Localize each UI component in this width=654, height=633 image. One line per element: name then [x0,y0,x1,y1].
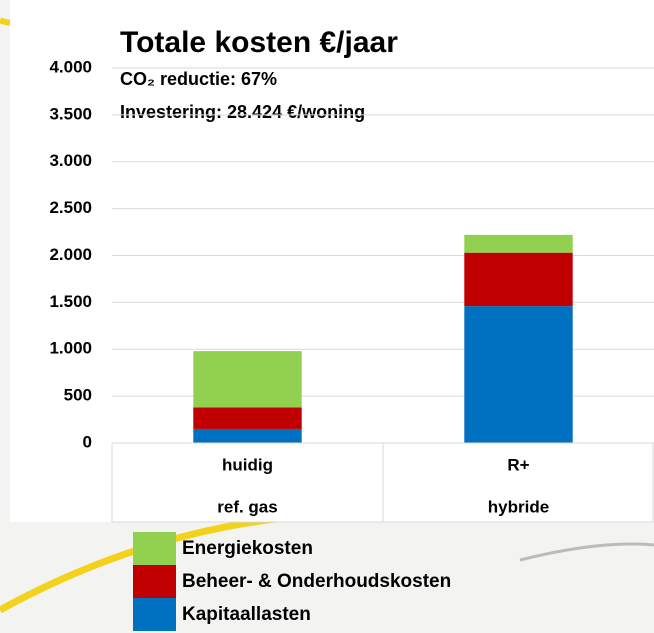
x-subcategory-label: ref. gas [217,497,277,516]
bar-segment [464,234,573,253]
bar-segment [464,252,573,307]
y-tick-label: 1.000 [49,339,92,358]
y-tick-label: 3.500 [49,104,92,123]
bar-segment [193,351,302,408]
bar-segment [193,407,302,429]
x-tick-label: huidig [222,455,273,474]
legend-swatch [133,565,176,598]
legend-label: Energiekosten [182,538,313,559]
y-tick-label: 2.500 [49,198,92,217]
x-tick-label: R+ [507,455,529,474]
legend-swatch [133,598,176,631]
y-tick-label: 1.500 [49,292,92,311]
y-tick-label: 3.000 [49,151,92,170]
bar-segment [193,428,302,443]
legend-label: Kapitaallasten [182,604,311,625]
marks [193,234,573,443]
y-tick-label: 2.000 [49,245,92,264]
y-tick-label: 4.000 [49,57,92,76]
subtitle: CO₂ reductie: 67% [120,69,277,89]
legend-swatch [133,532,176,565]
x-subcategory-label: hybride [488,497,549,516]
chart-title: Totale kosten €/jaar [120,26,398,59]
legend-label: Beheer- & Onderhoudskosten [182,571,451,592]
subtitle: Investering: 28.424 €/woning [120,102,365,122]
y-tick-label: 0 [83,432,92,451]
bar-segment [464,306,573,443]
map-line [519,542,654,562]
y-tick-label: 500 [64,386,92,405]
